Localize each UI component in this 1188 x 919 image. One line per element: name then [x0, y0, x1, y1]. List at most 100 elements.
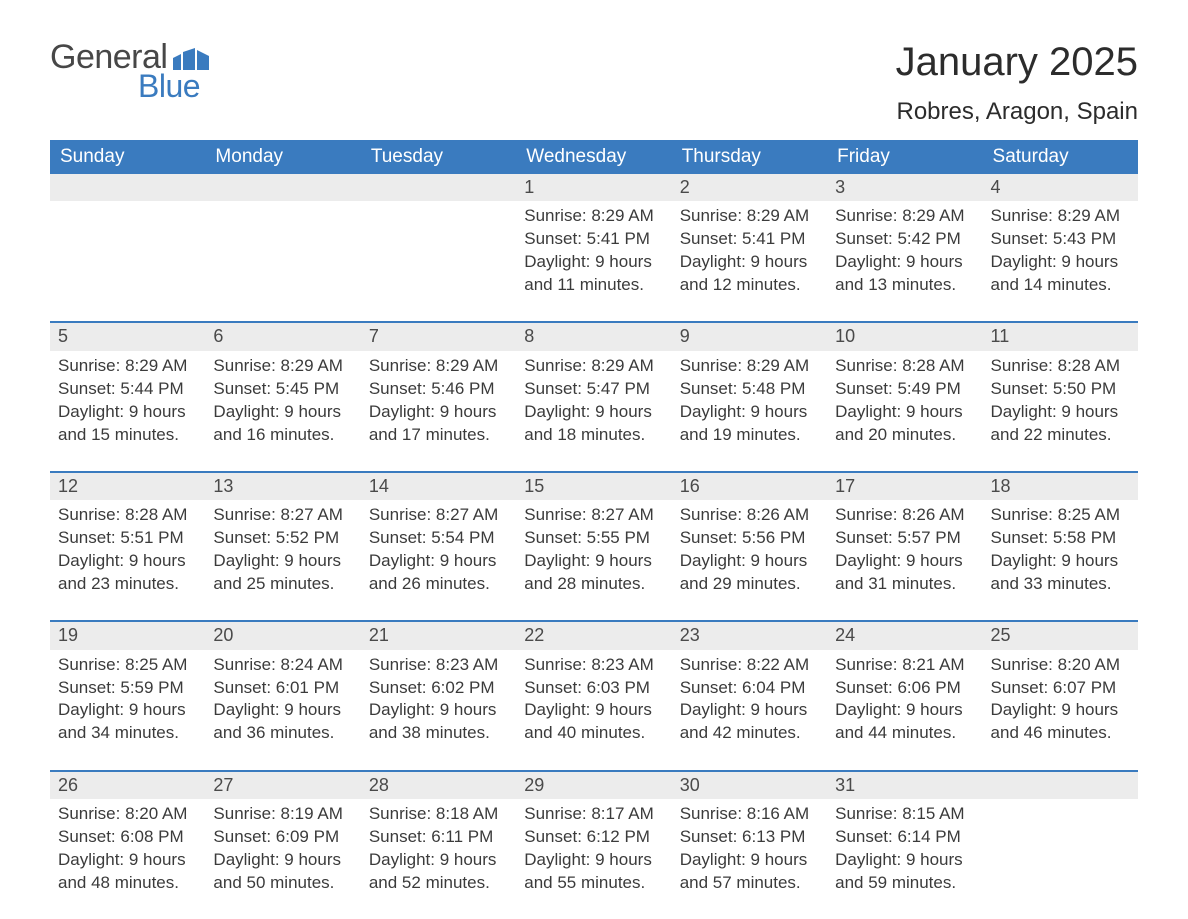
- daylight-line: Daylight: 9 hours and 28 minutes.: [524, 550, 663, 596]
- day-body: Sunrise: 8:29 AMSunset: 5:48 PMDaylight:…: [672, 351, 827, 471]
- sunset-line: Sunset: 6:11 PM: [369, 826, 508, 849]
- day-number: 27: [205, 772, 360, 799]
- day-body: Sunrise: 8:20 AMSunset: 6:07 PMDaylight:…: [983, 650, 1138, 770]
- day-body: [983, 799, 1138, 919]
- daylight-line: Daylight: 9 hours and 25 minutes.: [213, 550, 352, 596]
- day-body: Sunrise: 8:29 AMSunset: 5:44 PMDaylight:…: [50, 351, 205, 471]
- sunset-line: Sunset: 6:13 PM: [680, 826, 819, 849]
- day-body: Sunrise: 8:23 AMSunset: 6:03 PMDaylight:…: [516, 650, 671, 770]
- calendar-cell: 20Sunrise: 8:24 AMSunset: 6:01 PMDayligh…: [205, 621, 360, 770]
- day-body: Sunrise: 8:21 AMSunset: 6:06 PMDaylight:…: [827, 650, 982, 770]
- sunrise-line: Sunrise: 8:29 AM: [524, 205, 663, 228]
- daylight-line: Daylight: 9 hours and 40 minutes.: [524, 699, 663, 745]
- daylight-line: Daylight: 9 hours and 26 minutes.: [369, 550, 508, 596]
- day-number: [50, 174, 205, 201]
- day-body: Sunrise: 8:27 AMSunset: 5:54 PMDaylight:…: [361, 500, 516, 620]
- location-label: Robres, Aragon, Spain: [896, 98, 1138, 126]
- day-body: [50, 201, 205, 321]
- sunrise-line: Sunrise: 8:29 AM: [58, 355, 197, 378]
- day-body: Sunrise: 8:20 AMSunset: 6:08 PMDaylight:…: [50, 799, 205, 919]
- topbar: General Blue January 2025 Robres, Aragon…: [50, 40, 1138, 126]
- daylight-line: Daylight: 9 hours and 29 minutes.: [680, 550, 819, 596]
- sunrise-line: Sunrise: 8:28 AM: [991, 355, 1130, 378]
- day-body: Sunrise: 8:18 AMSunset: 6:11 PMDaylight:…: [361, 799, 516, 919]
- calendar-cell: 2 Sunrise: 8:29 AMSunset: 5:41 PMDaylight…: [672, 174, 827, 322]
- sunset-line: Sunset: 5:46 PM: [369, 378, 508, 401]
- sunrise-line: Sunrise: 8:23 AM: [524, 654, 663, 677]
- day-number: 11: [983, 323, 1138, 350]
- sunset-line: Sunset: 5:43 PM: [991, 228, 1130, 251]
- daylight-line: Daylight: 9 hours and 11 minutes.: [524, 251, 663, 297]
- sunrise-line: Sunrise: 8:29 AM: [835, 205, 974, 228]
- sunrise-line: Sunrise: 8:27 AM: [524, 504, 663, 527]
- daylight-line: Daylight: 9 hours and 44 minutes.: [835, 699, 974, 745]
- day-body: Sunrise: 8:23 AMSunset: 6:02 PMDaylight:…: [361, 650, 516, 770]
- calendar-week-row: 5Sunrise: 8:29 AMSunset: 5:44 PMDaylight…: [50, 322, 1138, 471]
- day-number: 2: [672, 174, 827, 201]
- brand-word-blue: Blue: [138, 70, 209, 102]
- day-body: Sunrise: 8:28 AMSunset: 5:51 PMDaylight:…: [50, 500, 205, 620]
- daylight-line: Daylight: 9 hours and 15 minutes.: [58, 401, 197, 447]
- sunset-line: Sunset: 5:45 PM: [213, 378, 352, 401]
- daylight-line: Daylight: 9 hours and 57 minutes.: [680, 849, 819, 895]
- day-header-row: Sunday Monday Tuesday Wednesday Thursday…: [50, 140, 1138, 174]
- day-number: 1: [516, 174, 671, 201]
- day-body: Sunrise: 8:17 AMSunset: 6:12 PMDaylight:…: [516, 799, 671, 919]
- daylight-line: Daylight: 9 hours and 14 minutes.: [991, 251, 1130, 297]
- day-header: Monday: [205, 140, 360, 174]
- daylight-line: Daylight: 9 hours and 22 minutes.: [991, 401, 1130, 447]
- sunset-line: Sunset: 6:02 PM: [369, 677, 508, 700]
- sunset-line: Sunset: 5:42 PM: [835, 228, 974, 251]
- day-body: Sunrise: 8:29 AMSunset: 5:46 PMDaylight:…: [361, 351, 516, 471]
- brand-logo: General Blue: [50, 40, 209, 102]
- calendar-cell: 23Sunrise: 8:22 AMSunset: 6:04 PMDayligh…: [672, 621, 827, 770]
- daylight-line: Daylight: 9 hours and 19 minutes.: [680, 401, 819, 447]
- calendar-week-row: 12Sunrise: 8:28 AMSunset: 5:51 PMDayligh…: [50, 472, 1138, 621]
- sunrise-line: Sunrise: 8:29 AM: [680, 205, 819, 228]
- calendar-cell: 16Sunrise: 8:26 AMSunset: 5:56 PMDayligh…: [672, 472, 827, 621]
- calendar-cell: 31Sunrise: 8:15 AMSunset: 6:14 PMDayligh…: [827, 771, 982, 919]
- calendar-cell: 22Sunrise: 8:23 AMSunset: 6:03 PMDayligh…: [516, 621, 671, 770]
- day-body: Sunrise: 8:29 AMSunset: 5:41 PMDaylight:…: [516, 201, 671, 321]
- daylight-line: Daylight: 9 hours and 13 minutes.: [835, 251, 974, 297]
- day-number: 4: [983, 174, 1138, 201]
- day-body: Sunrise: 8:25 AMSunset: 5:58 PMDaylight:…: [983, 500, 1138, 620]
- day-body: Sunrise: 8:26 AMSunset: 5:57 PMDaylight:…: [827, 500, 982, 620]
- sunrise-line: Sunrise: 8:29 AM: [213, 355, 352, 378]
- daylight-line: Daylight: 9 hours and 12 minutes.: [680, 251, 819, 297]
- calendar-cell: 10Sunrise: 8:28 AMSunset: 5:49 PMDayligh…: [827, 322, 982, 471]
- daylight-line: Daylight: 9 hours and 46 minutes.: [991, 699, 1130, 745]
- sunset-line: Sunset: 5:41 PM: [680, 228, 819, 251]
- sunset-line: Sunset: 5:48 PM: [680, 378, 819, 401]
- sunset-line: Sunset: 6:03 PM: [524, 677, 663, 700]
- day-header: Tuesday: [361, 140, 516, 174]
- day-number: 14: [361, 473, 516, 500]
- calendar-table: Sunday Monday Tuesday Wednesday Thursday…: [50, 140, 1138, 919]
- sunset-line: Sunset: 6:07 PM: [991, 677, 1130, 700]
- title-block: January 2025 Robres, Aragon, Spain: [896, 40, 1138, 126]
- sunset-line: Sunset: 5:59 PM: [58, 677, 197, 700]
- day-body: Sunrise: 8:24 AMSunset: 6:01 PMDaylight:…: [205, 650, 360, 770]
- day-body: Sunrise: 8:29 AMSunset: 5:43 PMDaylight:…: [983, 201, 1138, 321]
- day-number: 6: [205, 323, 360, 350]
- day-body: Sunrise: 8:25 AMSunset: 5:59 PMDaylight:…: [50, 650, 205, 770]
- day-number: 24: [827, 622, 982, 649]
- calendar-cell: 5Sunrise: 8:29 AMSunset: 5:44 PMDaylight…: [50, 322, 205, 471]
- calendar-cell: 8Sunrise: 8:29 AMSunset: 5:47 PMDaylight…: [516, 322, 671, 471]
- daylight-line: Daylight: 9 hours and 33 minutes.: [991, 550, 1130, 596]
- sunrise-line: Sunrise: 8:20 AM: [991, 654, 1130, 677]
- day-number: [983, 772, 1138, 799]
- sunset-line: Sunset: 5:57 PM: [835, 527, 974, 550]
- daylight-line: Daylight: 9 hours and 55 minutes.: [524, 849, 663, 895]
- day-body: Sunrise: 8:22 AMSunset: 6:04 PMDaylight:…: [672, 650, 827, 770]
- day-body: [361, 201, 516, 321]
- day-number: 12: [50, 473, 205, 500]
- calendar-cell: 30Sunrise: 8:16 AMSunset: 6:13 PMDayligh…: [672, 771, 827, 919]
- day-number: 16: [672, 473, 827, 500]
- day-number: 28: [361, 772, 516, 799]
- day-body: Sunrise: 8:15 AMSunset: 6:14 PMDaylight:…: [827, 799, 982, 919]
- sunrise-line: Sunrise: 8:22 AM: [680, 654, 819, 677]
- sunrise-line: Sunrise: 8:19 AM: [213, 803, 352, 826]
- sunrise-line: Sunrise: 8:29 AM: [524, 355, 663, 378]
- sunset-line: Sunset: 6:08 PM: [58, 826, 197, 849]
